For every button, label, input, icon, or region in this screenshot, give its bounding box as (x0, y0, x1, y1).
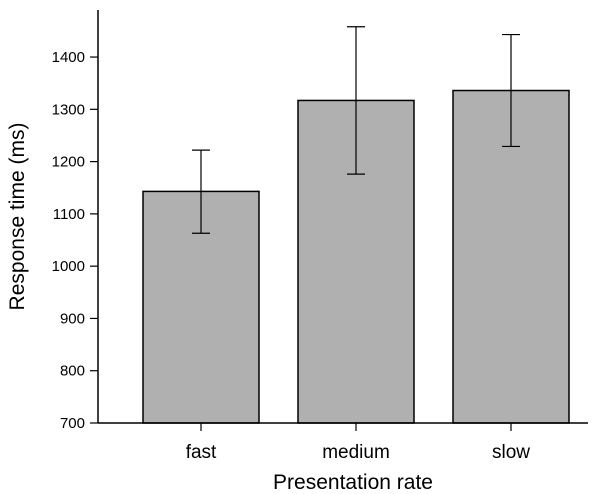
y-tick-label: 700 (60, 415, 85, 432)
y-tick-label: 1200 (52, 154, 85, 171)
y-tick-label: 1000 (52, 258, 85, 275)
error-bar-fast (192, 149, 210, 234)
error-bar-medium (347, 26, 365, 175)
y-axis-title: Response time (ms) (6, 123, 29, 311)
error-bar-slow (502, 33, 520, 148)
y-ticks: 700 800 900 1000 1100 1200 1300 1400 (52, 49, 98, 432)
axes-layer (97, 10, 588, 424)
x-tick-label-medium: medium (322, 442, 390, 463)
y-tick-label: 1400 (52, 49, 85, 66)
y-tick-label: 1300 (52, 101, 85, 118)
y-tick-label: 900 (60, 310, 85, 327)
error-bars-layer (192, 26, 520, 234)
x-tick-label-fast: fast (186, 442, 217, 463)
y-tick-label: 1100 (53, 206, 85, 223)
x-tick-label-slow: slow (492, 442, 530, 463)
y-tick-label: 800 (60, 363, 85, 380)
x-axis-title: Presentation rate (273, 471, 433, 494)
x-ticks: fast medium slow (186, 423, 530, 463)
